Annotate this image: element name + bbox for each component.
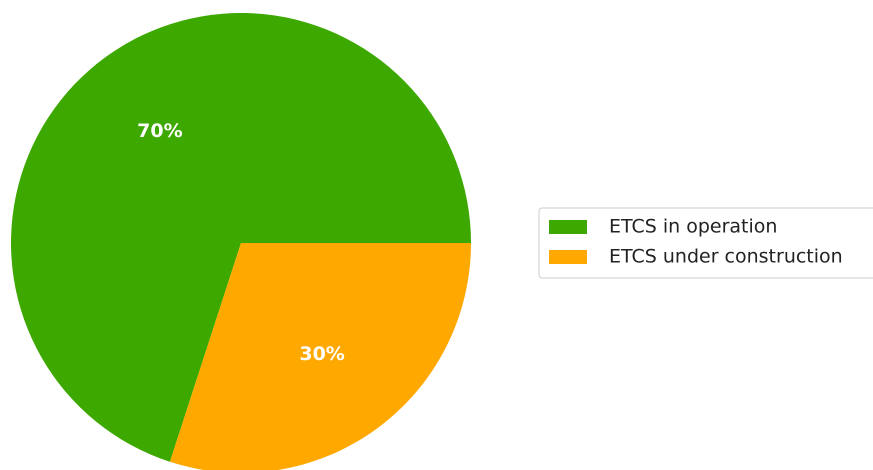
- legend: ETCS in operation ETCS under construction: [538, 207, 873, 279]
- legend-label: ETCS under construction: [609, 246, 843, 268]
- legend-label: ETCS in operation: [609, 216, 777, 238]
- pie: 70% 30%: [10, 12, 472, 470]
- pie-slice: [169, 243, 471, 470]
- legend-swatch: [549, 220, 587, 234]
- legend-swatch: [549, 250, 587, 264]
- slice-label: 70%: [137, 120, 182, 142]
- pie-slice: [10, 12, 472, 462]
- legend-frame: [538, 207, 873, 279]
- slice-label: 30%: [299, 343, 344, 365]
